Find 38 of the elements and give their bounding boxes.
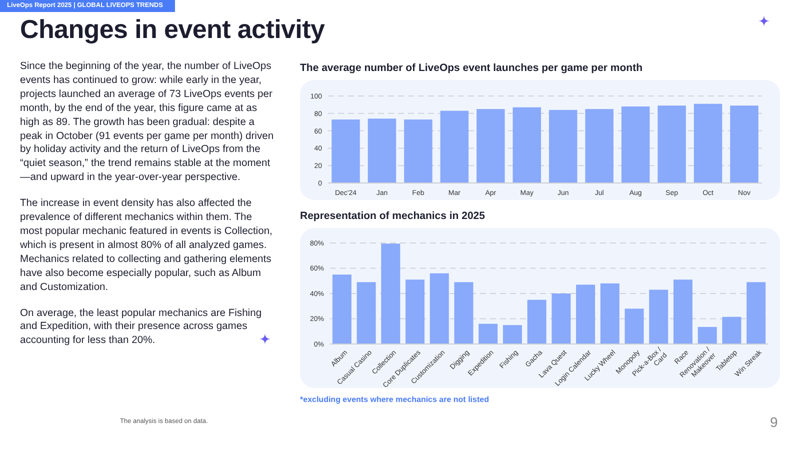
bar — [621, 106, 650, 183]
text: 9 — [770, 414, 778, 430]
text: The increase in event density has also affected the prevalence of different mechanics within them. The most popular mechanic featured in events is Collection, which is present in almost 80% of all analyzed games. Mechanics related to collecting and gathering elements have also become especially popular, such as Album and Customization. — [20, 197, 274, 294]
bar — [730, 106, 758, 183]
bar — [548, 110, 578, 183]
bar — [600, 283, 620, 344]
bar — [406, 280, 425, 344]
bar — [381, 244, 400, 344]
bar — [673, 280, 692, 344]
bar — [624, 308, 644, 344]
bar — [332, 274, 352, 344]
chart-title: The average number of LiveOps event launches per game per month — [300, 62, 643, 74]
bar — [502, 325, 522, 344]
text: On average, the least popular mechanics are Fishing and Expedition, with their presence across games accounting for less than 20%. — [20, 306, 263, 348]
bar — [658, 106, 686, 183]
bar — [404, 119, 432, 183]
bar — [527, 300, 546, 344]
bar — [585, 109, 614, 183]
bar — [746, 282, 766, 344]
bar — [698, 326, 717, 344]
text: *excluding events where mechanics are not listed — [300, 395, 490, 404]
bar — [722, 316, 742, 344]
bar — [368, 118, 396, 183]
bar — [430, 273, 449, 344]
text: Since the beginning of the year, the number of LiveOps events has continued to grow: while early in the year, projects launched an average of 73 LiveOps events per month, by the end of the year, this figure came at as high as 89. The growth has been gradual: despite a peak in October (91 events per game per month) driven by holiday activity and the return of LiveOps from the “quiet season,” the trend remains stable at the moment—and upward in the year-over-year perspective. — [20, 61, 274, 184]
bar — [512, 107, 542, 183]
bar — [552, 294, 571, 344]
bar — [454, 282, 474, 344]
bar — [576, 284, 596, 344]
bar — [356, 282, 376, 344]
bar — [440, 110, 469, 183]
chart-title: Representation of mechanics in 2025 — [300, 210, 486, 222]
bar — [478, 324, 498, 344]
text: Changes in event activity — [20, 14, 325, 45]
bar — [476, 109, 505, 183]
bar — [649, 290, 668, 344]
bar — [694, 104, 722, 183]
bar — [332, 119, 360, 183]
